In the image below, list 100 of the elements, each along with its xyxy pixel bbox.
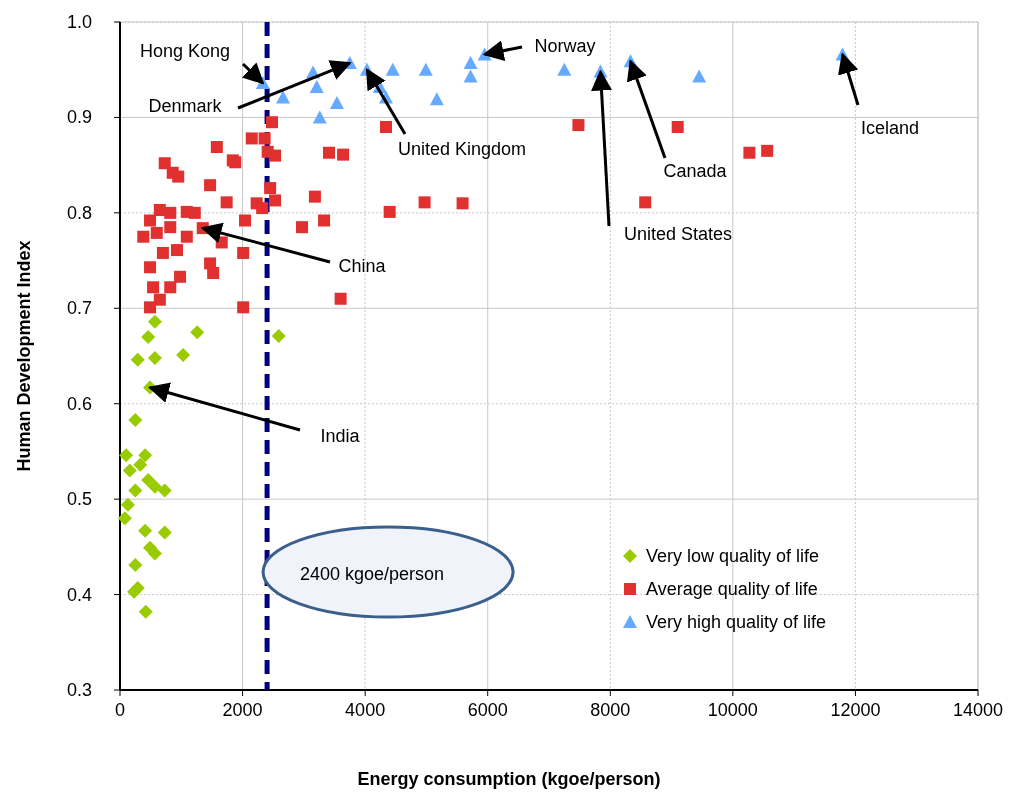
point bbox=[309, 79, 324, 93]
point bbox=[557, 62, 572, 76]
point bbox=[418, 62, 433, 76]
point bbox=[141, 329, 156, 344]
point bbox=[128, 557, 143, 572]
point bbox=[153, 203, 166, 216]
point bbox=[153, 293, 166, 306]
point bbox=[264, 182, 277, 195]
point bbox=[119, 448, 134, 463]
point bbox=[639, 196, 652, 209]
point bbox=[128, 412, 143, 427]
point bbox=[743, 146, 756, 159]
point bbox=[171, 244, 183, 257]
x-tick-label: 14000 bbox=[952, 700, 1004, 720]
point bbox=[180, 230, 193, 243]
point bbox=[158, 157, 171, 170]
x-tick-label: 12000 bbox=[830, 700, 881, 720]
point bbox=[130, 352, 145, 367]
point bbox=[133, 457, 148, 472]
point bbox=[144, 214, 157, 227]
point bbox=[271, 328, 286, 343]
point bbox=[220, 196, 233, 209]
annotation: United States bbox=[623, 224, 733, 244]
annotation: Norway bbox=[534, 36, 596, 56]
point bbox=[164, 221, 177, 234]
point bbox=[237, 301, 250, 314]
point bbox=[164, 281, 177, 294]
point bbox=[127, 584, 142, 599]
y-tick-label: 1.0 bbox=[66, 12, 92, 32]
point bbox=[322, 146, 335, 159]
y-tick-label: 0.4 bbox=[66, 584, 92, 605]
legend-label: Average quality of life bbox=[646, 579, 818, 599]
point bbox=[144, 261, 157, 274]
point bbox=[237, 246, 250, 259]
x-tick-label: 0 bbox=[114, 700, 126, 720]
point bbox=[329, 96, 344, 110]
x-tick-label: 10000 bbox=[707, 700, 758, 720]
point bbox=[308, 190, 321, 203]
x-axis-title: Energy consumption (kgoe/person) bbox=[357, 769, 661, 789]
point bbox=[138, 604, 153, 619]
point bbox=[147, 281, 160, 294]
point bbox=[144, 301, 157, 314]
point bbox=[385, 62, 400, 76]
point bbox=[147, 546, 162, 561]
annotation: United Kingdom bbox=[397, 139, 527, 159]
point bbox=[172, 170, 185, 183]
legend-label: Very high quality of life bbox=[646, 612, 827, 632]
y-tick-label: 0.6 bbox=[66, 393, 92, 414]
point bbox=[456, 197, 469, 210]
point bbox=[190, 325, 205, 340]
point bbox=[138, 523, 153, 538]
point bbox=[137, 230, 150, 243]
point bbox=[147, 350, 162, 365]
point bbox=[210, 141, 223, 154]
point bbox=[157, 525, 172, 540]
x-tick-label: 4000 bbox=[345, 700, 386, 720]
point bbox=[207, 266, 220, 279]
point bbox=[157, 483, 172, 498]
y-tick-label: 0.3 bbox=[66, 680, 92, 700]
annotation: India bbox=[320, 426, 361, 446]
point bbox=[265, 116, 278, 129]
point bbox=[120, 497, 135, 512]
point bbox=[141, 473, 156, 488]
point bbox=[671, 120, 684, 133]
point bbox=[572, 119, 585, 132]
x-tick-label: 2000 bbox=[222, 700, 263, 720]
point bbox=[147, 314, 162, 329]
y-tick-label: 0.7 bbox=[66, 298, 92, 319]
y-axis-title: Human Development Index bbox=[14, 240, 34, 472]
point bbox=[429, 92, 444, 106]
point bbox=[761, 144, 774, 157]
annotation: Iceland bbox=[860, 118, 920, 138]
point bbox=[150, 226, 163, 239]
point bbox=[383, 205, 396, 218]
annotation: Denmark bbox=[148, 96, 223, 116]
point bbox=[312, 110, 327, 124]
ref-line-label: 2400 kgoe/person bbox=[300, 564, 445, 584]
point bbox=[463, 56, 478, 70]
legend-label: Very low quality of life bbox=[646, 546, 820, 566]
point bbox=[269, 149, 282, 162]
point bbox=[318, 214, 331, 227]
point bbox=[250, 197, 263, 210]
annotation: Hong Kong bbox=[139, 41, 231, 61]
y-tick-label: 0.9 bbox=[66, 107, 92, 128]
point bbox=[128, 483, 143, 498]
point bbox=[174, 270, 187, 283]
point bbox=[692, 69, 707, 83]
point bbox=[117, 511, 132, 526]
point bbox=[188, 206, 201, 219]
point bbox=[463, 69, 478, 83]
point bbox=[379, 120, 392, 133]
point bbox=[258, 132, 271, 145]
point bbox=[147, 479, 162, 494]
point bbox=[176, 348, 191, 363]
y-tick-label: 0.8 bbox=[66, 202, 92, 223]
point bbox=[269, 194, 282, 207]
annotation: Canada bbox=[663, 161, 728, 181]
x-tick-label: 6000 bbox=[467, 700, 508, 720]
y-tick-label: 0.5 bbox=[66, 489, 92, 510]
point bbox=[296, 221, 309, 234]
